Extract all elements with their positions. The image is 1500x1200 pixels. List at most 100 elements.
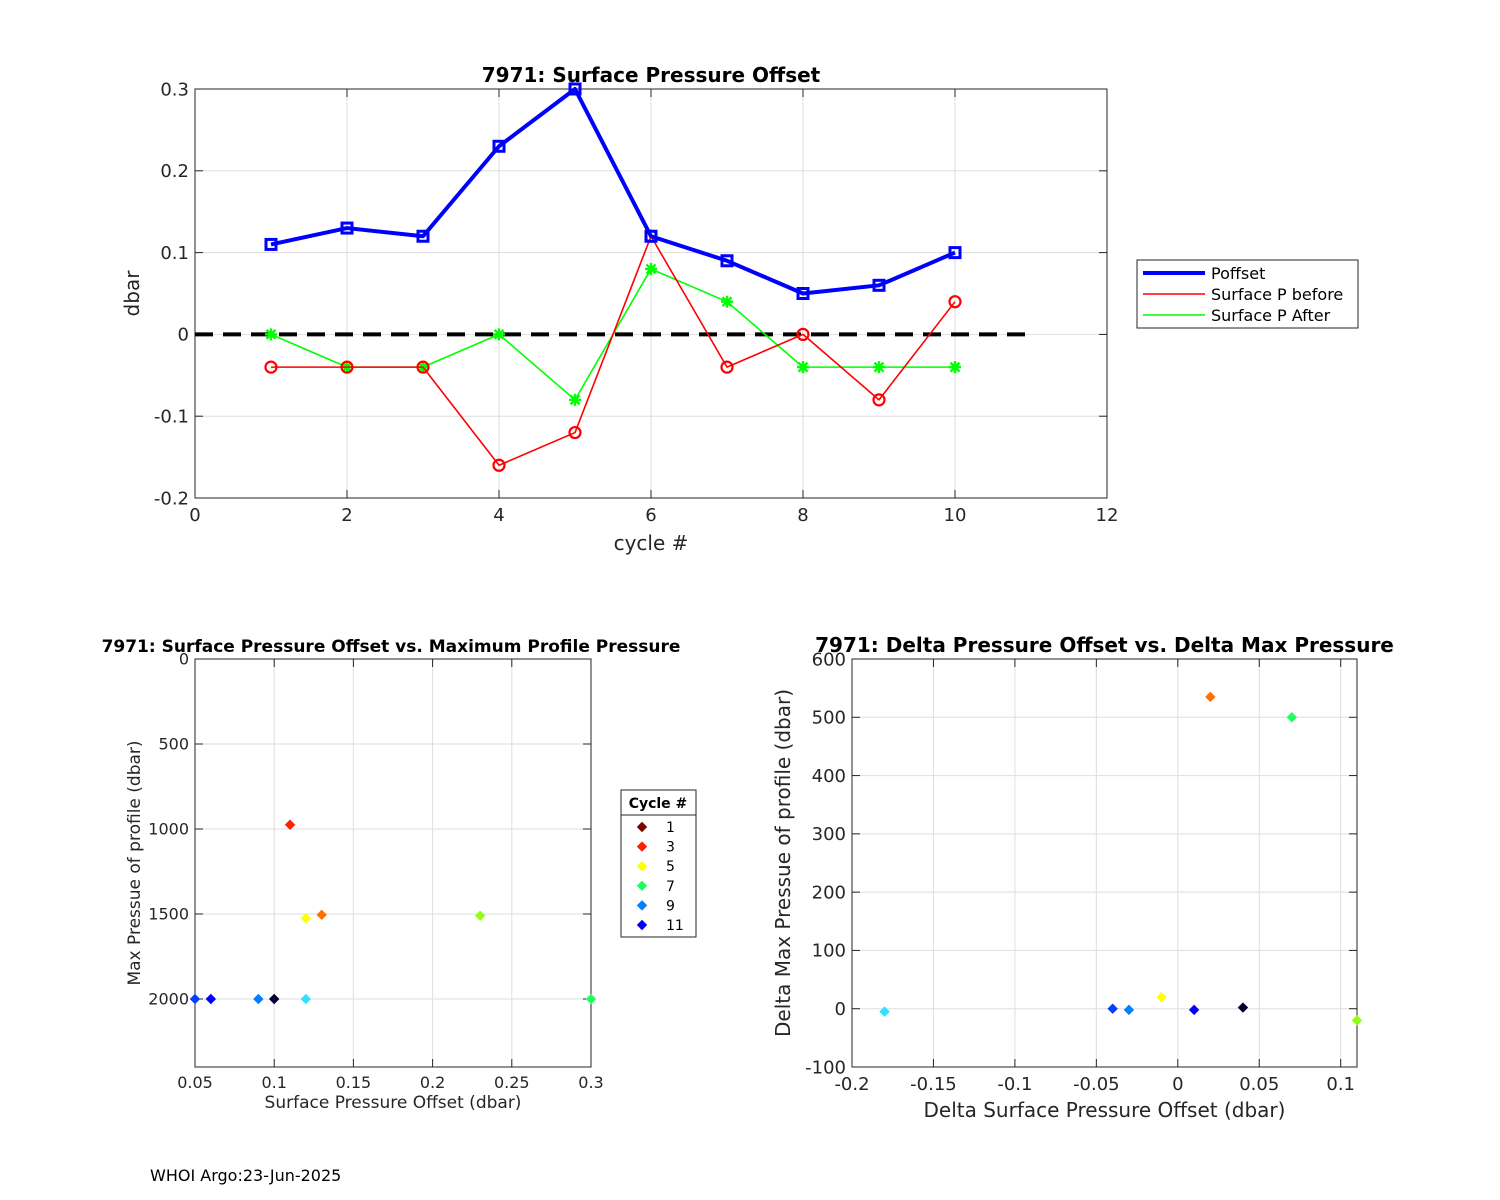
legend-swatch bbox=[636, 860, 648, 872]
series-surface-p-before bbox=[264, 229, 962, 472]
marker-stroke bbox=[265, 329, 277, 340]
y-tick-label: 500 bbox=[812, 708, 846, 729]
data-point bbox=[1205, 691, 1216, 703]
legend-swatch bbox=[636, 821, 648, 833]
chart-offset-vs-max-pressure: 0.05 0.1 0.15 0.2 0.25 0.30500100015002000797… bbox=[102, 637, 697, 1113]
y-axis-label: Max Pressue of profile (dbar) bbox=[125, 740, 145, 985]
legend-label: 3 bbox=[666, 840, 675, 856]
data-point bbox=[585, 993, 597, 1005]
chart-title: 7971: Surface Pressure Offset vs. Maximu… bbox=[102, 637, 681, 657]
data-point bbox=[268, 993, 280, 1005]
y-tick-label: 1000 bbox=[148, 820, 189, 839]
data-point bbox=[1188, 1004, 1200, 1016]
data-point bbox=[416, 360, 430, 374]
data-point bbox=[253, 993, 264, 1005]
x-tick-label: 4 bbox=[493, 505, 504, 526]
y-tick-label: 0.2 bbox=[160, 161, 189, 182]
x-tick-label: -0.1 bbox=[997, 1074, 1032, 1095]
y-tick-label: 0.1 bbox=[160, 243, 189, 264]
data-point bbox=[797, 361, 809, 374]
marker-stroke bbox=[873, 361, 885, 373]
x-tick-label: 0 bbox=[1172, 1074, 1183, 1095]
x-tick-label: 0 bbox=[189, 505, 200, 526]
x-tick-label: 0.15 bbox=[336, 1073, 372, 1092]
x-axis-label: Surface Pressure Offset (dbar) bbox=[265, 1093, 522, 1113]
x-tick-label: -0.05 bbox=[1073, 1074, 1120, 1095]
y-tick-label: 0.3 bbox=[160, 79, 189, 100]
data-point bbox=[300, 993, 312, 1005]
chart-delta-offset-vs-delta-max: -0.2 -0.15 -0.1 -0.05 0 0.05 0.1 -100 0 100 200 300… bbox=[771, 633, 1394, 1122]
legend-label: Surface P After bbox=[1211, 306, 1331, 325]
legend-label: 1 bbox=[666, 820, 675, 836]
data-point bbox=[492, 139, 506, 153]
y-tick-label: 2000 bbox=[148, 990, 189, 1009]
data-point bbox=[644, 229, 658, 243]
legend-swatch bbox=[636, 880, 648, 892]
data-point bbox=[1107, 1003, 1118, 1014]
y-tick-label: -100 bbox=[805, 1057, 846, 1078]
legend-title: Cycle # bbox=[629, 796, 688, 812]
legend: Poffset Surface P before Surface P After bbox=[1136, 259, 1359, 329]
y-tick-label: 0 bbox=[179, 650, 189, 669]
data-point bbox=[720, 254, 734, 268]
chart-title: 7971: Surface Pressure Offset bbox=[482, 63, 821, 87]
data-point bbox=[872, 393, 886, 407]
data-point bbox=[1156, 991, 1167, 1003]
x-tick-label: 0.3 bbox=[578, 1073, 603, 1092]
x-tick-label: 12 bbox=[1096, 505, 1119, 526]
legend-swatch bbox=[636, 841, 648, 852]
data-point bbox=[721, 295, 733, 308]
x-tick-label: 6 bbox=[645, 505, 656, 526]
y-tick-label: 600 bbox=[812, 649, 846, 670]
x-tick-label: 2 bbox=[341, 505, 352, 526]
chart-title: 7971: Delta Pressure Offset vs. Delta Ma… bbox=[815, 633, 1394, 657]
y-tick-label: 400 bbox=[812, 766, 846, 787]
x-tick-label: 0.05 bbox=[177, 1073, 213, 1092]
data-point bbox=[416, 229, 430, 243]
data-point bbox=[340, 360, 354, 374]
data-point bbox=[720, 360, 734, 374]
axes-box bbox=[194, 658, 592, 1068]
x-tick-label: 10 bbox=[944, 505, 967, 526]
legend-swatch bbox=[636, 919, 648, 931]
marker-stroke bbox=[949, 361, 961, 373]
series-line bbox=[270, 87, 956, 296]
y-tick-label: 100 bbox=[812, 941, 846, 962]
data-point bbox=[492, 458, 506, 472]
data-point bbox=[316, 909, 327, 921]
data-point bbox=[796, 327, 810, 341]
marker-stroke bbox=[569, 394, 581, 406]
legend-label: 9 bbox=[666, 898, 675, 914]
plot-area bbox=[852, 659, 1357, 1067]
data-point bbox=[568, 82, 582, 96]
data-point bbox=[872, 278, 886, 292]
x-tick-label: 0.2 bbox=[420, 1073, 445, 1092]
data-point bbox=[1351, 1015, 1363, 1026]
data-point bbox=[300, 913, 312, 924]
x-tick-label: 0.1 bbox=[261, 1073, 286, 1092]
plot-area bbox=[195, 659, 591, 1067]
data-point bbox=[879, 1006, 890, 1017]
data-point bbox=[569, 393, 581, 406]
y-tick-label: 200 bbox=[812, 882, 846, 903]
series-line bbox=[271, 235, 956, 467]
data-point bbox=[264, 360, 278, 374]
legend-label: 11 bbox=[666, 918, 684, 934]
data-point bbox=[205, 993, 217, 1005]
legend: Cycle # 1 3 5 7 9 11 bbox=[620, 789, 697, 938]
x-tick-label: 0.05 bbox=[1239, 1074, 1279, 1095]
y-axis-label: dbar bbox=[120, 270, 144, 317]
series-poffset bbox=[264, 82, 962, 300]
y-tick-label: -0.2 bbox=[154, 488, 189, 509]
legend-label: 7 bbox=[666, 879, 675, 895]
legend-label: Surface P before bbox=[1211, 285, 1343, 304]
x-tick-label: 0.1 bbox=[1326, 1074, 1355, 1095]
data-point bbox=[264, 237, 278, 251]
data-point bbox=[645, 262, 657, 275]
data-point bbox=[265, 328, 277, 341]
data-point bbox=[189, 993, 201, 1005]
x-axis-label: cycle # bbox=[614, 531, 689, 555]
marker-stroke bbox=[797, 361, 809, 373]
marker-stroke bbox=[645, 263, 657, 275]
